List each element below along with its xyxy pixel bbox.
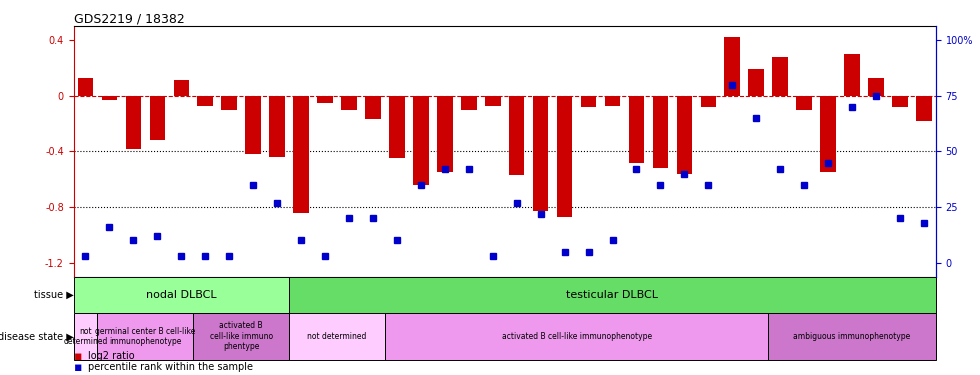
Text: disease state ▶: disease state ▶ [0, 332, 74, 341]
Bar [768, 313, 936, 360]
Bar [701, 96, 716, 107]
Bar [150, 96, 165, 140]
Bar [772, 57, 788, 96]
Bar [892, 96, 907, 107]
Bar [173, 81, 189, 96]
Bar [193, 313, 289, 360]
Bar [797, 96, 811, 109]
Text: not
determined: not determined [64, 327, 108, 346]
Bar [341, 96, 357, 109]
Text: tissue ▶: tissue ▶ [33, 290, 74, 300]
Bar [533, 96, 549, 211]
Bar [385, 313, 768, 360]
Bar [366, 96, 380, 119]
Bar [628, 96, 644, 162]
Text: ▪: ▪ [74, 361, 82, 374]
Bar [245, 96, 261, 154]
Bar [293, 96, 309, 213]
Bar [653, 96, 668, 168]
Bar [749, 69, 764, 96]
Bar [437, 96, 453, 172]
Text: ▪: ▪ [74, 350, 82, 363]
Text: log2 ratio: log2 ratio [88, 351, 135, 361]
Bar [318, 96, 333, 103]
Bar [289, 313, 385, 360]
Text: ambiguous immunophenotype: ambiguous immunophenotype [794, 332, 910, 341]
Bar [676, 96, 692, 174]
Text: activated B
cell-like immuno
phentype: activated B cell-like immuno phentype [210, 321, 272, 351]
Bar [389, 96, 405, 158]
Bar [74, 277, 289, 313]
Bar [102, 96, 118, 100]
Bar [74, 313, 97, 360]
Bar [125, 96, 141, 148]
Bar [197, 96, 213, 105]
Text: germinal center B cell-like
immunophenotype: germinal center B cell-like immunophenot… [95, 327, 196, 346]
Bar [413, 96, 428, 185]
Text: nodal DLBCL: nodal DLBCL [146, 290, 217, 300]
Bar [77, 78, 93, 96]
Bar [509, 96, 524, 175]
Bar [581, 96, 596, 107]
Bar [820, 96, 836, 172]
Bar [485, 96, 501, 105]
Bar [289, 277, 936, 313]
Bar [270, 96, 285, 157]
Bar [221, 96, 237, 109]
Text: testicular DLBCL: testicular DLBCL [566, 290, 659, 300]
Bar [557, 96, 572, 217]
Bar [461, 96, 476, 109]
Bar [605, 96, 620, 105]
Text: GDS2219 / 18382: GDS2219 / 18382 [74, 12, 184, 25]
Text: percentile rank within the sample: percentile rank within the sample [88, 363, 253, 372]
Text: activated B cell-like immunophenotype: activated B cell-like immunophenotype [502, 332, 652, 341]
Text: not determined: not determined [308, 332, 367, 341]
Bar [844, 54, 859, 96]
Bar [724, 38, 740, 96]
Bar [916, 96, 932, 121]
Bar [97, 313, 193, 360]
Bar [868, 78, 884, 96]
